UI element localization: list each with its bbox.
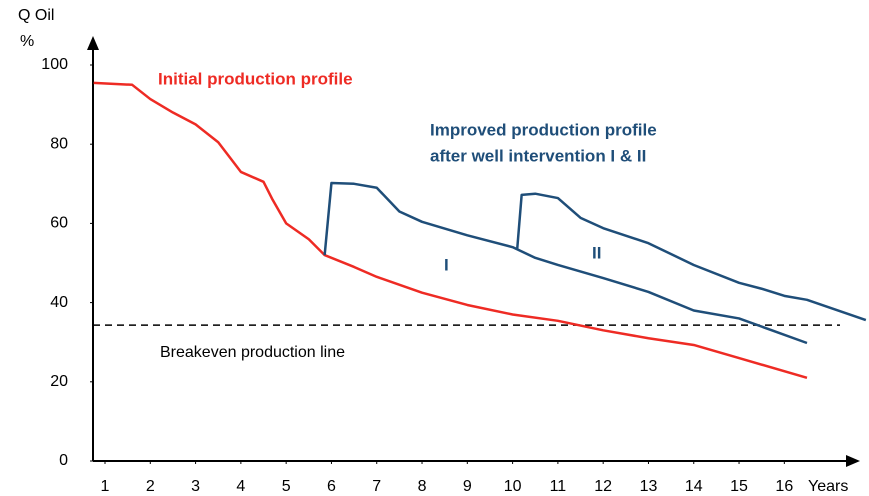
x-tick-label: 1 [101, 478, 110, 495]
x-tick-label: 14 [685, 478, 703, 495]
series-line [323, 181, 808, 345]
series-label: I [444, 255, 449, 274]
y-tick-label: 80 [50, 135, 68, 152]
y-tick-label: 0 [59, 452, 68, 469]
x-tick-label: 15 [730, 478, 748, 495]
y-tick-label: 100 [41, 56, 68, 73]
red-annotation: Initial production profile [158, 69, 353, 88]
blue-annotation: after well intervention I & II [430, 146, 646, 165]
y-axis-unit: % [20, 33, 34, 50]
x-tick-label: 2 [146, 478, 155, 495]
x-tick-label: 5 [282, 478, 291, 495]
x-axis-label: Years [808, 478, 848, 495]
x-tick-label: 9 [463, 478, 472, 495]
series-line [515, 192, 867, 322]
x-tick-label: 4 [236, 478, 245, 495]
x-tick-label: 6 [327, 478, 336, 495]
x-tick-label: 11 [550, 478, 567, 495]
x-tick-label: 16 [775, 478, 793, 495]
x-tick-label: 10 [504, 478, 522, 495]
y-axis-label: Q Oil [18, 7, 54, 24]
x-tick-label: 3 [191, 478, 200, 495]
y-tick-label: 20 [50, 373, 68, 390]
x-tick-label: 13 [640, 478, 658, 495]
series-label: II [592, 243, 601, 262]
y-tick-label: 40 [50, 294, 68, 311]
x-tick-label: 7 [372, 478, 381, 495]
breakeven-label: Breakeven production line [160, 344, 345, 361]
y-tick-label: 60 [50, 215, 68, 232]
series-line [93, 81, 808, 380]
x-tick-label: 8 [418, 478, 427, 495]
blue-annotation: Improved production profile [430, 120, 657, 139]
x-arrow [846, 455, 860, 467]
x-tick-label: 12 [594, 478, 612, 495]
y-arrow [87, 36, 99, 50]
